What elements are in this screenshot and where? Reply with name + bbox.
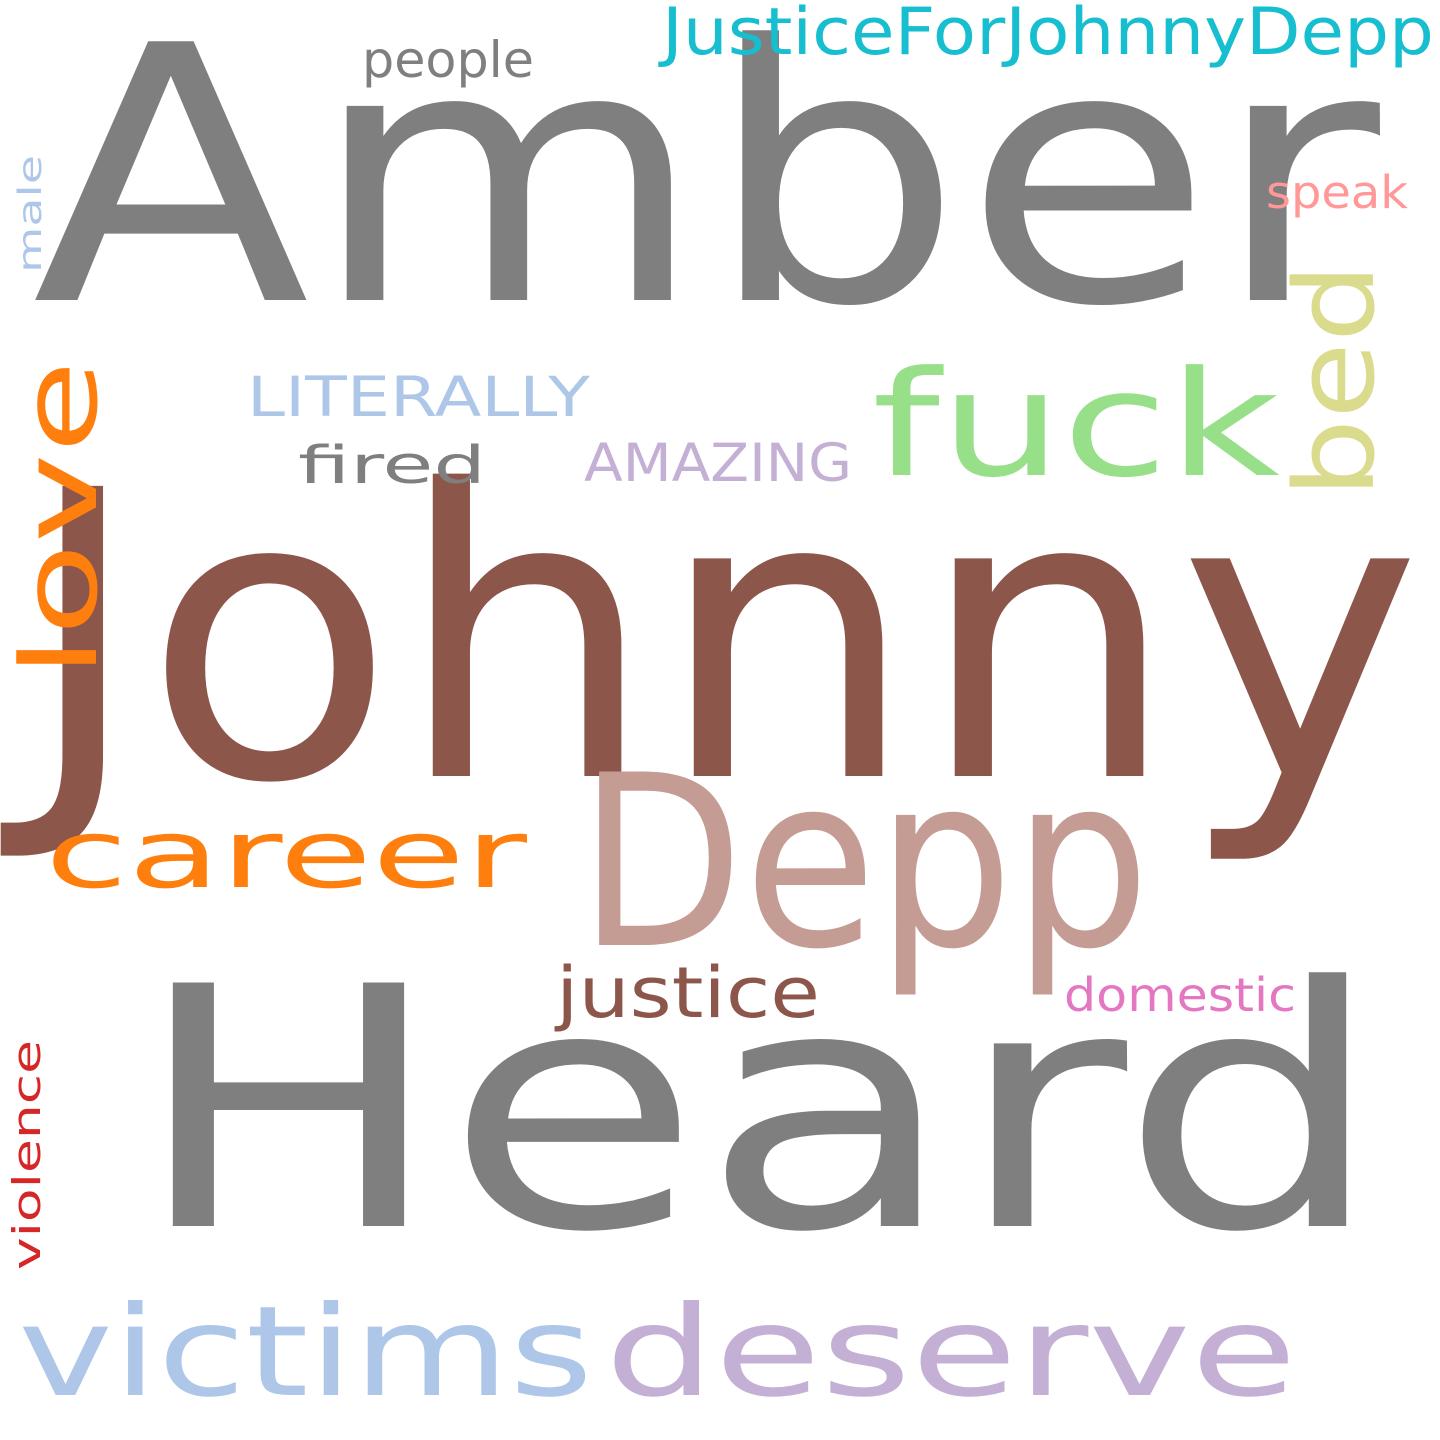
word-amazing: AMAZING: [584, 433, 852, 494]
word-heard: Heard: [132, 916, 1384, 1305]
word-domestic: domestic: [1064, 968, 1296, 1022]
word-speak: speak: [1266, 166, 1408, 219]
word-male: male: [11, 155, 49, 273]
word-career: career: [45, 800, 527, 910]
word-fired: fired: [298, 436, 486, 496]
word-deserve: deserve: [605, 1280, 1297, 1425]
word-literally: LITERALLY: [247, 365, 590, 429]
word-johnny: Johnny: [22, 407, 1422, 870]
word-love: love: [0, 360, 121, 678]
word-violence: violence: [5, 1040, 49, 1270]
word-victims: victims: [18, 1280, 593, 1425]
word-fuck: fuck: [872, 340, 1280, 510]
word-justiceforjohnnydepp: JusticeForJohnnyDepp: [662, 0, 1434, 70]
word-justice: justice: [556, 952, 820, 1034]
word-people: people: [362, 31, 534, 89]
word-bed: bed: [1271, 263, 1399, 498]
word-depp: Depp: [578, 725, 1150, 1002]
word-amber: Amber: [32, 0, 1380, 384]
